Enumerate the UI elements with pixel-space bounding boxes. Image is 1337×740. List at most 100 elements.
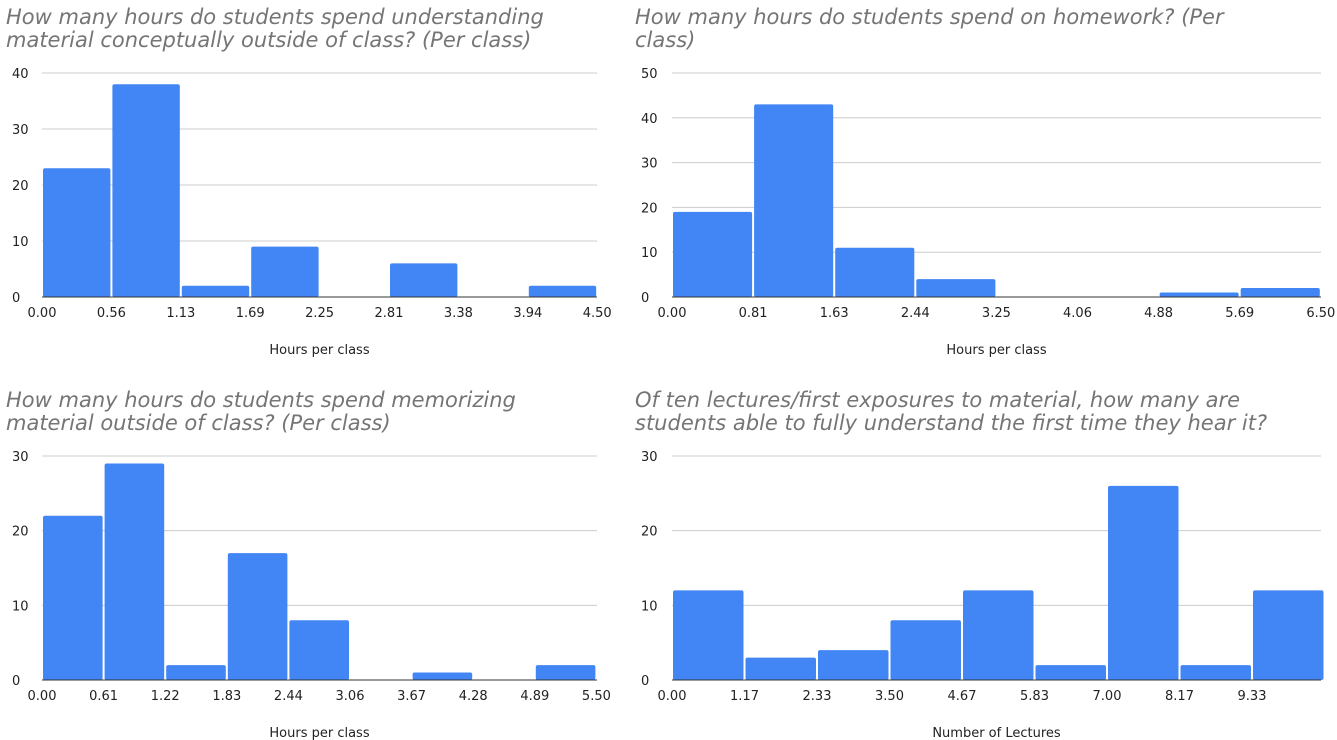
x-tick-label: 3.25 [982,306,1011,321]
histogram-bar: 1.17–2.33: 3 [745,657,816,680]
histogram-lectures: 0 10 20 30 0.00–1.17: 121.17–2.33: 32.33–3.5… [641,450,1324,740]
x-tick-label: 3.38 [444,306,473,321]
histogram-bar: 0.00–0.56: 23 [43,168,111,297]
x-axis-title: Hours per class [946,343,1046,358]
y-tick-label: 20 [641,525,658,540]
x-tick-label: 6.50 [1306,306,1335,321]
y-tick-label: 10 [641,246,658,261]
histogram-bar: 1.69–2.25: 9 [251,246,319,297]
y-tick-label: 40 [641,112,658,127]
x-tick-label: 2.44 [901,306,930,321]
chart-title: How many hours do students spend memoriz… [6,388,516,435]
y-tick-label: 10 [12,235,29,250]
histogram-understanding: 0 10 20 30 40 0.00–0.56: 230.56–1.13: 381.13–… [12,67,612,358]
histogram-bar: 1.83–2.44: 17 [227,553,288,680]
histogram-bar: 2.44–3.25: 4 [916,279,996,297]
histogram-bar: 3.50–4.67: 8 [890,620,961,680]
x-tick-label: 5.50 [582,689,611,704]
y-tick-label: 50 [641,67,658,82]
x-tick-label: 4.88 [1144,306,1173,321]
y-tick-label: 20 [641,201,658,216]
y-tick-label: 30 [12,450,29,465]
chart-panel-homework: How many hours do students spend on home… [629,0,1337,370]
x-tick-label: 1.69 [236,306,265,321]
x-tick-label: 4.50 [583,306,612,321]
x-tick-label: 4.28 [459,689,488,704]
x-tick-label: 0.61 [89,689,118,704]
histogram-bar: 0.61–1.22: 29 [104,463,165,680]
x-tick-label: 0.56 [97,306,126,321]
x-tick-label: 1.83 [212,689,241,704]
x-tick-label: 5.83 [1020,689,1049,704]
histogram-bar: 2.81–3.38: 6 [390,263,458,297]
y-tick-label: 10 [12,599,29,614]
histogram-bar: 0.56–1.13: 38 [112,84,180,297]
histogram-bar: 4.89–5.50: 2 [535,665,596,680]
x-tick-label: 9.33 [1238,689,1267,704]
chart-panel-lectures: Of ten lectures/first exposures to mater… [629,383,1337,740]
x-tick-label: 0.00 [28,306,57,321]
x-tick-label: 5.69 [1225,306,1254,321]
x-tick-label: 2.33 [803,689,832,704]
histogram-memorizing: 0 10 20 30 0.00–0.61: 220.61–1.22: 291.22–1.… [12,450,611,740]
y-tick-label: 30 [641,450,658,465]
x-tick-label: 1.63 [820,306,849,321]
y-tick-label: 30 [641,157,658,172]
histogram-bar: 1.13–1.69: 2 [181,285,250,297]
histogram-bar: 5.69–6.50: 2 [1240,288,1320,297]
histogram-bar: 2.44–3.06: 8 [289,620,349,680]
x-tick-label: 0.00 [28,689,57,704]
y-tick-label: 0 [12,674,20,689]
chart-title: How many hours do students spend underst… [6,5,544,52]
chart-title: Of ten lectures/first exposures to mater… [635,388,1268,435]
histogram-bar: 3.94–4.50: 2 [528,285,597,297]
x-tick-label: 3.67 [397,689,426,704]
y-tick-label: 20 [12,525,29,540]
y-tick-label: 40 [12,67,29,82]
histogram-bar: 3.67–4.28: 1 [412,672,473,680]
histogram-bar: 1.63–2.44: 11 [835,247,915,297]
chart-panel-understanding: How many hours do students spend underst… [0,0,630,370]
y-tick-label: 0 [641,291,649,306]
histogram-bar: 8.17–9.33: 2 [1180,665,1251,680]
x-tick-label: 3.50 [875,689,904,704]
x-tick-label: 0.00 [658,306,687,321]
histogram-bar: 0.00–0.81: 19 [673,211,753,297]
x-tick-label: 0.00 [658,689,687,704]
y-tick-label: 30 [12,123,29,138]
x-tick-label: 7.00 [1093,689,1122,704]
y-tick-label: 10 [641,599,658,614]
histogram-bar: 5.83–7.00: 2 [1035,665,1106,680]
histogram-bar: 1.22–1.83: 2 [166,665,226,680]
x-axis-title: Hours per class [269,343,369,358]
x-tick-label: 4.06 [1063,306,1092,321]
histogram-bar: 2.33–3.50: 4 [818,650,889,680]
x-tick-label: 1.17 [730,689,759,704]
x-tick-label: 4.89 [520,689,549,704]
x-tick-label: 0.81 [739,306,768,321]
histogram-bar: 0.00–0.61: 22 [43,515,103,680]
histogram-bar: 0.81–1.63: 43 [754,104,834,297]
x-tick-label: 1.22 [151,689,180,704]
histogram-bar: 7.00–8.17: 26 [1108,485,1179,680]
x-tick-label: 2.44 [274,689,303,704]
x-tick-label: 1.13 [166,306,195,321]
y-tick-label: 0 [12,291,20,306]
chart-panel-memorizing: How many hours do students spend memoriz… [0,383,630,740]
y-tick-label: 0 [641,674,649,689]
x-axis-title: Hours per class [269,726,369,740]
histogram-bar: 4.67–5.83: 12 [963,590,1034,680]
histogram-bar: 0.00–1.17: 12 [673,590,744,680]
x-tick-label: 8.17 [1165,689,1194,704]
x-tick-label: 2.81 [375,306,404,321]
x-axis-title: Number of Lectures [932,726,1061,740]
histogram-bar: 9.33–10.50: 12 [1253,590,1324,680]
histogram-bar: 4.88–5.69: 1 [1159,292,1239,297]
x-tick-label: 2.25 [305,306,334,321]
x-tick-label: 3.94 [513,306,542,321]
x-tick-label: 4.67 [948,689,977,704]
chart-title: How many hours do students spend on home… [635,5,1224,52]
y-tick-label: 20 [12,179,29,194]
x-tick-label: 3.06 [336,689,365,704]
